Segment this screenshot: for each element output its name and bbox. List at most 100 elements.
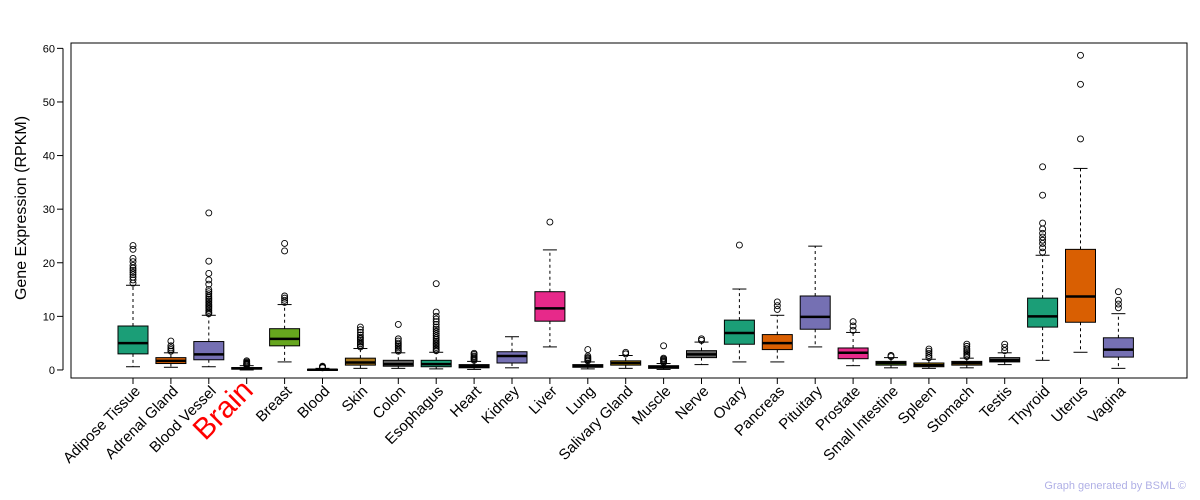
x-tick-label: Muscle — [629, 383, 675, 429]
outlier-point — [394, 337, 402, 345]
box-iqr — [496, 351, 528, 364]
outlier-point — [432, 315, 440, 323]
outlier-point — [584, 346, 592, 354]
outlier-point — [1077, 51, 1084, 59]
outlier-point — [167, 344, 175, 352]
box-iqr — [269, 328, 301, 347]
x-tick-label: Uterus — [1048, 383, 1091, 426]
outlier-point — [281, 296, 289, 304]
outlier-point — [167, 342, 175, 350]
outlier-point — [432, 308, 440, 316]
outlier-point — [849, 318, 857, 326]
outlier-point — [1039, 248, 1047, 256]
credit-text: Graph generated by BSML © — [1044, 480, 1186, 492]
box-iqr — [117, 325, 149, 355]
outlier-point — [887, 352, 895, 359]
box-salivary-gland — [610, 348, 642, 369]
outlier-point — [1039, 233, 1047, 241]
outlier-point — [129, 273, 137, 281]
outlier-point — [1039, 236, 1047, 244]
outlier-point — [356, 333, 364, 341]
x-tick-label: Vagina — [1085, 382, 1130, 427]
outlier-point — [1039, 219, 1047, 227]
outlier-point — [356, 326, 364, 334]
outlier-point — [129, 266, 137, 274]
outlier-point — [849, 326, 857, 334]
outlier-point — [129, 268, 137, 276]
box-colon — [382, 320, 414, 369]
outlier-point — [205, 257, 213, 265]
outlier-point — [1039, 225, 1047, 233]
box-breast — [269, 240, 301, 363]
outlier-point — [1039, 244, 1047, 252]
box-liver — [534, 218, 566, 348]
outlier-point — [205, 290, 213, 298]
box-stomach — [951, 340, 983, 369]
box-small-intestine — [875, 352, 907, 369]
box-thyroid — [1027, 163, 1059, 361]
outlier-point — [773, 302, 781, 310]
box-skin — [344, 323, 376, 369]
box-esophagus — [420, 280, 452, 370]
outlier-point — [963, 340, 971, 348]
outlier-point — [205, 270, 213, 277]
outlier-point — [129, 255, 137, 262]
x-tick-label: Thyroid — [1006, 383, 1053, 430]
outlier-point — [660, 342, 668, 350]
outlier-point — [698, 335, 705, 343]
outlier-point — [546, 218, 554, 226]
outlier-point — [925, 345, 933, 353]
outlier-point — [432, 327, 440, 335]
outlier-point — [432, 323, 440, 331]
outlier-point — [735, 241, 743, 249]
outlier-point — [925, 347, 933, 355]
box-pancreas — [761, 298, 793, 363]
box-nerve — [686, 335, 717, 366]
outlier-point — [1114, 304, 1122, 312]
outlier-point — [849, 322, 857, 330]
outlier-point — [925, 349, 933, 357]
box-blood — [307, 362, 338, 372]
outlier-point — [432, 320, 440, 328]
outlier-point — [205, 276, 213, 284]
box-adipose-tissue — [117, 242, 149, 368]
outlier-point — [1114, 296, 1122, 304]
box-iqr — [534, 291, 566, 322]
outlier-point — [1001, 343, 1009, 351]
outlier-point — [432, 312, 440, 320]
y-axis: 0 10 20 30 40 50 60 — [43, 43, 64, 377]
outlier-point — [356, 328, 364, 336]
outlier-point — [356, 323, 364, 331]
box-pituitary — [799, 245, 831, 348]
outlier-point — [432, 325, 440, 333]
outlier-point — [319, 362, 326, 370]
box-iqr — [1102, 337, 1134, 358]
outlier-point — [281, 240, 289, 247]
outlier-point — [1001, 340, 1009, 348]
outlier-point — [1039, 163, 1047, 171]
box-iqr — [1027, 297, 1059, 328]
y-tick-label: 30 — [43, 204, 55, 216]
y-axis-label: Gene Expression (RPKM) — [13, 116, 30, 300]
y-tick-label: 0 — [49, 365, 55, 377]
outlier-point — [773, 305, 781, 313]
outlier-point — [1039, 191, 1047, 199]
outlier-point — [167, 337, 175, 345]
plot-area — [70, 42, 1188, 379]
box-uterus — [1065, 51, 1096, 353]
box-lung — [572, 346, 604, 370]
plot-frame — [70, 42, 1188, 379]
box-spleen — [913, 345, 945, 369]
box-kidney — [496, 336, 528, 369]
outlier-point — [129, 245, 137, 253]
outlier-point — [394, 320, 402, 328]
box-testis — [989, 340, 1021, 366]
outlier-point — [243, 357, 251, 365]
y-tick-label: 20 — [43, 258, 55, 270]
y-tick-label: 10 — [43, 311, 55, 323]
box-brain — [231, 357, 263, 371]
outlier-point — [773, 298, 781, 306]
box-blood-vessel — [193, 209, 225, 368]
